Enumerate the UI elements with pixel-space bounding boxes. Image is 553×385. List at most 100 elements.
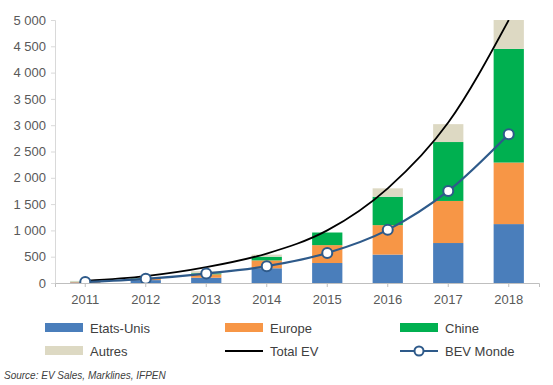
legend-item: Total EV	[225, 344, 319, 359]
y-tick-mark	[51, 178, 55, 179]
y-tick: 4 000	[13, 65, 55, 80]
x-axis-line	[56, 284, 540, 288]
x-tick-mark	[266, 283, 267, 287]
marker	[80, 277, 90, 283]
y-tick: 5 000	[13, 13, 55, 28]
legend-item: Chine	[400, 321, 479, 336]
x-tick-label: 2016	[373, 292, 402, 307]
y-tick-label: 4 000	[13, 65, 46, 80]
y-tick-mark	[51, 257, 55, 258]
bar	[433, 124, 463, 142]
bar-series	[70, 49, 524, 282]
bar	[433, 243, 463, 283]
bar-series	[70, 20, 524, 282]
y-tick-label: 1 000	[13, 223, 46, 238]
legend-item: Autres	[45, 344, 128, 359]
marker	[383, 225, 393, 235]
bar	[373, 255, 403, 283]
x-tick: 2011	[71, 283, 99, 307]
y-tick-label: 500	[24, 249, 46, 264]
x-tick-mark	[327, 283, 328, 287]
y-tick-mark	[51, 152, 55, 153]
legend-swatch	[225, 350, 263, 352]
legend-marker	[415, 347, 424, 356]
y-tick-label: 5 000	[13, 13, 46, 28]
y-tick-label: 4 500	[13, 39, 46, 54]
bar	[433, 142, 463, 201]
bar	[373, 197, 403, 225]
y-axis: 05001 0001 5002 0002 5003 0003 5004 0004…	[13, 13, 55, 291]
legend-label: Autres	[90, 344, 128, 359]
y-tick: 3 500	[13, 92, 55, 107]
y-axis-line	[51, 21, 56, 284]
y-tick: 1 000	[13, 223, 55, 238]
marker	[443, 186, 453, 196]
legend-label: BEV Monde	[445, 344, 514, 359]
x-tick-mark	[145, 283, 146, 287]
marker	[262, 261, 272, 271]
y-tick-mark	[51, 230, 55, 231]
bar	[312, 233, 342, 246]
bar	[494, 163, 524, 225]
marker	[504, 129, 514, 139]
marker	[141, 274, 151, 283]
legend-swatch	[45, 323, 83, 332]
x-tick-label: 2013	[192, 292, 221, 307]
y-tick-label: 1 500	[13, 197, 46, 212]
legend-swatch	[400, 323, 438, 332]
x-tick-label: 2018	[494, 292, 523, 307]
y-tick-mark	[51, 99, 55, 100]
x-tick-mark	[85, 283, 86, 287]
legend-item: BEV Monde	[400, 344, 514, 359]
markers	[80, 129, 514, 283]
y-tick: 4 500	[13, 39, 55, 54]
bar	[373, 225, 403, 254]
x-tick-label: 2012	[131, 292, 160, 307]
legend-label: Europe	[270, 321, 312, 336]
bar	[433, 201, 463, 243]
y-tick: 2 000	[13, 170, 55, 185]
y-tick-mark	[51, 46, 55, 47]
x-tick-mark	[387, 283, 388, 287]
x-tick-label: 2014	[252, 292, 281, 307]
y-tick-label: 3 500	[13, 92, 46, 107]
line	[85, 134, 509, 282]
legend-swatch	[225, 323, 263, 332]
y-tick: 500	[24, 249, 55, 264]
marks	[70, 20, 524, 283]
legend-label: Chine	[445, 321, 479, 336]
x-tick: 2016	[373, 283, 402, 307]
legend: Etats-Unis Europe Chine Autres Total EV BEV M…	[45, 321, 514, 359]
y-tick-label: 3 000	[13, 118, 46, 133]
x-tick-label: 2015	[313, 292, 342, 307]
legend-item: Europe	[225, 321, 312, 336]
y-tick-mark	[51, 20, 55, 21]
y-tick-label: 2 500	[13, 144, 46, 159]
plot-area: 05001 0001 5002 0002 5003 0003 5004 0004…	[13, 13, 539, 308]
legend-item: Etats-Unis	[45, 321, 150, 336]
y-tick-mark	[51, 125, 55, 126]
legend-label: Etats-Unis	[90, 321, 150, 336]
x-tick: 2012	[131, 283, 160, 307]
x-tick: 2018	[494, 283, 523, 307]
x-tick-mark	[508, 283, 509, 287]
x-tick: 2014	[252, 283, 281, 307]
bar	[494, 20, 524, 49]
x-tick: 2017	[434, 283, 463, 307]
marker	[322, 248, 332, 258]
x-axis: 2011 2012 2013 2014 2015 2016 2017 2018	[56, 283, 540, 307]
y-tick: 3 000	[13, 118, 55, 133]
bar	[312, 232, 342, 233]
bar	[494, 224, 524, 283]
y-tick-mark	[51, 204, 55, 205]
legend-label: Total EV	[270, 344, 319, 359]
line	[85, 20, 509, 281]
bar	[373, 188, 403, 196]
x-tick-mark	[206, 283, 207, 287]
marker	[201, 269, 211, 279]
y-tick-mark	[51, 283, 55, 284]
bar	[312, 245, 342, 263]
x-tick-label: 2011	[71, 292, 99, 307]
legend-swatch	[45, 346, 83, 355]
x-tick: 2013	[192, 283, 221, 307]
